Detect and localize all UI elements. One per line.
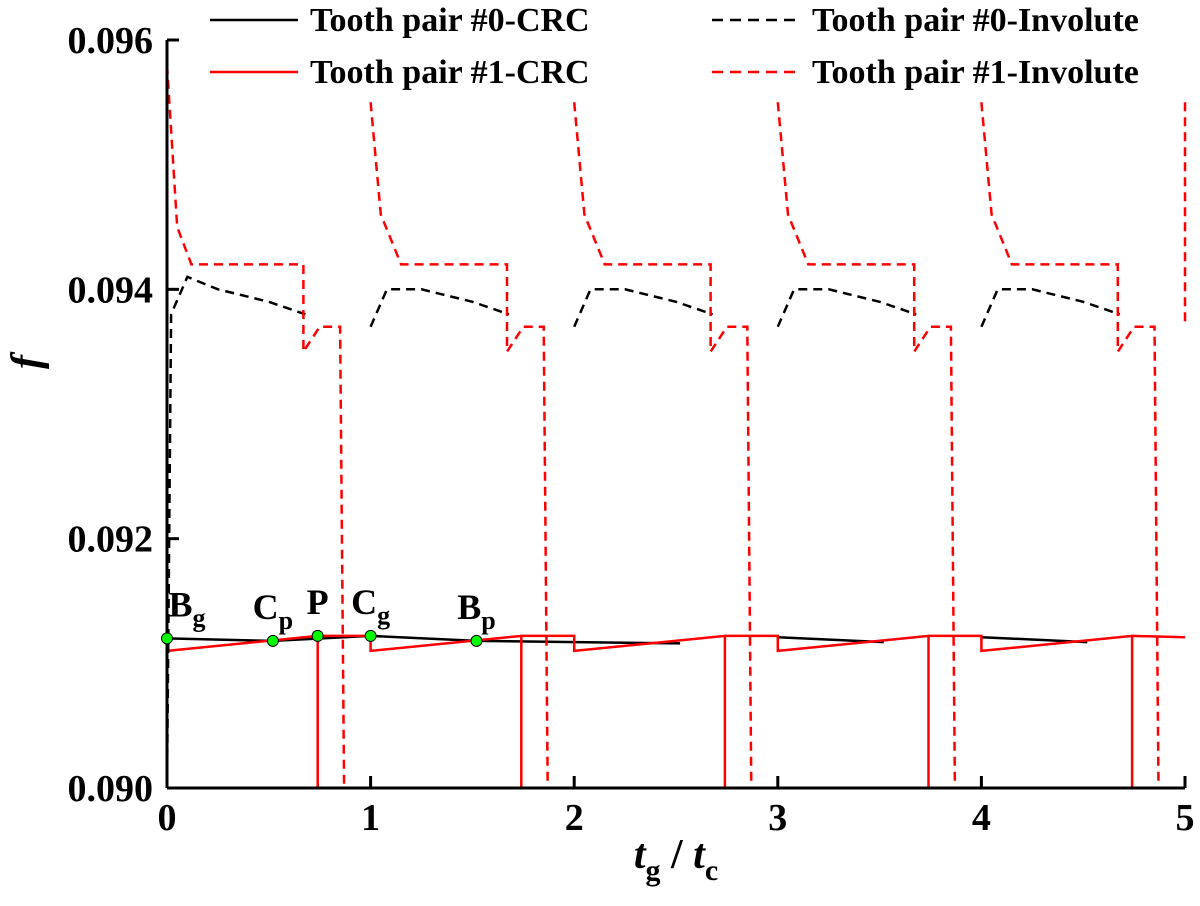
- series-2-segment-4: [980, 288, 1121, 328]
- x-tick-label: 5: [1176, 797, 1195, 839]
- x-axis-title-main: t: [634, 832, 647, 878]
- x-axis-title-sep: /: [661, 832, 694, 878]
- x-axis-title: tg / tc: [634, 832, 718, 887]
- series-2-segment-2: [573, 288, 714, 328]
- series-3-segment-4: [980, 102, 1160, 789]
- x-tick-label: 1: [361, 797, 380, 839]
- legend: Tooth pair #0-CRC Tooth pair #1-CRC Tooth …: [210, 2, 1139, 91]
- marker-point: [311, 629, 324, 642]
- marker-point: [470, 634, 483, 647]
- y-tick-label: 0.092: [68, 519, 154, 561]
- annotation-label: Bg: [168, 584, 205, 632]
- x-axis-title-main2: t: [693, 832, 706, 878]
- axes-layer: [165, 40, 1185, 790]
- series-2-segment-3: [776, 288, 917, 328]
- series-2-segment-0: [165, 275, 306, 789]
- marker-point: [161, 632, 173, 645]
- annotation-label: Cg: [351, 582, 390, 630]
- series-3-segment-2: [572, 102, 753, 789]
- x-tick-label: 2: [565, 797, 584, 839]
- marker-layer: [161, 629, 483, 647]
- annotation-label: Cp: [253, 587, 293, 635]
- y-tick-label: 0.090: [68, 768, 154, 810]
- x-tick-label: 0: [158, 797, 177, 839]
- series-3-segment-1: [369, 102, 549, 789]
- series-3-segment-3: [776, 102, 957, 789]
- annotation-layer: Bg Cp P Cg Bp: [168, 582, 495, 635]
- legend-label: Tooth pair #1-Involute: [812, 54, 1139, 91]
- x-axis-title-sub2: c: [705, 854, 718, 887]
- annotation-label: Bp: [457, 587, 495, 635]
- series-layer: [165, 64, 1187, 789]
- y-tick-label: 0.094: [68, 269, 154, 311]
- series-2-segment-1: [369, 288, 510, 328]
- marker-point: [364, 629, 377, 642]
- legend-label: Tooth pair #0-CRC: [310, 2, 590, 39]
- legend-label: Tooth pair #0-Involute: [812, 2, 1139, 39]
- x-axis-title-sub: g: [646, 854, 661, 887]
- annotation-label: P: [307, 582, 329, 622]
- x-tick-label: 4: [972, 797, 991, 839]
- marker-point: [266, 634, 279, 647]
- y-axis-title: f: [4, 351, 50, 369]
- legend-label: Tooth pair #1-CRC: [310, 54, 590, 91]
- x-tick-label: 3: [768, 797, 787, 839]
- y-tick-label: 0.096: [68, 20, 154, 62]
- ticks-layer: 0 1 2 3 4 5 0.090 0.092 0.094 0.096: [68, 20, 1195, 839]
- series-1-segment-0: [165, 634, 1186, 788]
